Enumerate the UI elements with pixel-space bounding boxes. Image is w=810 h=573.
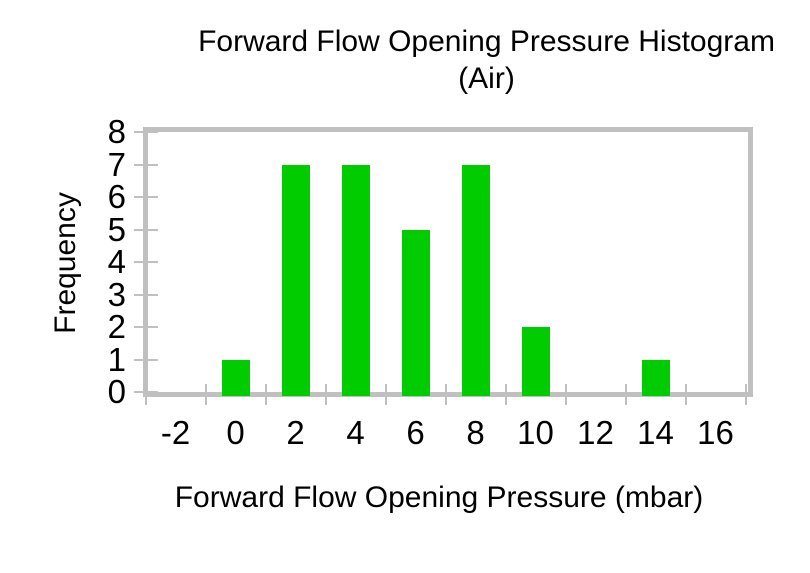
- y-tick: [133, 293, 158, 296]
- x-tick: [444, 384, 447, 405]
- bar-x4: [341, 164, 370, 396]
- bar-x10: [521, 327, 550, 396]
- x-tick-label: 8: [466, 414, 485, 451]
- x-tick-label: 14: [637, 414, 674, 451]
- x-tick-label: 0: [226, 414, 245, 451]
- plot-frame: [143, 127, 753, 397]
- y-tick: [133, 163, 158, 166]
- y-tick-label: 8: [107, 113, 126, 150]
- x-tick-label: -2: [160, 414, 191, 451]
- x-tick: [744, 384, 747, 405]
- y-tick-label: 1: [107, 340, 126, 378]
- x-tick: [684, 384, 687, 405]
- y-tick: [133, 326, 158, 328]
- y-tick-label: 2: [107, 308, 126, 345]
- y-tick: [133, 131, 158, 133]
- y-tick-label: 7: [107, 145, 126, 183]
- y-tick-label: 3: [107, 275, 126, 313]
- x-tick: [504, 384, 507, 405]
- x-tick: [204, 384, 207, 405]
- y-tick: [133, 228, 158, 231]
- x-tick: [264, 384, 267, 405]
- x-tick-label: 12: [577, 414, 614, 451]
- bar-x2: [281, 164, 310, 396]
- y-tick-label: 6: [107, 178, 126, 215]
- chart-subtitle: (Air): [458, 62, 515, 95]
- y-tick-label: 5: [107, 210, 126, 248]
- y-tick: [133, 196, 158, 198]
- bar-x0: [221, 359, 250, 396]
- y-tick-label: 0: [107, 373, 126, 410]
- bar-x6: [401, 229, 430, 396]
- bar-x8: [461, 164, 490, 396]
- x-tick-label: 2: [286, 414, 305, 451]
- y-tick: [133, 358, 158, 361]
- x-tick-label: 6: [406, 414, 425, 451]
- bar-x14: [641, 359, 670, 396]
- y-tick: [133, 261, 158, 263]
- x-tick: [144, 384, 147, 405]
- x-tick: [324, 384, 327, 405]
- x-tick: [384, 384, 387, 405]
- x-tick: [624, 384, 627, 405]
- chart-title: Forward Flow Opening Pressure Histogram: [198, 25, 775, 58]
- x-tick-label: 16: [697, 414, 734, 451]
- x-tick-label: 10: [517, 414, 554, 451]
- x-tick-label: 4: [346, 414, 365, 451]
- x-tick: [564, 384, 567, 405]
- y-tick-label: 4: [107, 243, 126, 280]
- x-axis-title: Forward Flow Opening Pressure (mbar): [174, 481, 704, 514]
